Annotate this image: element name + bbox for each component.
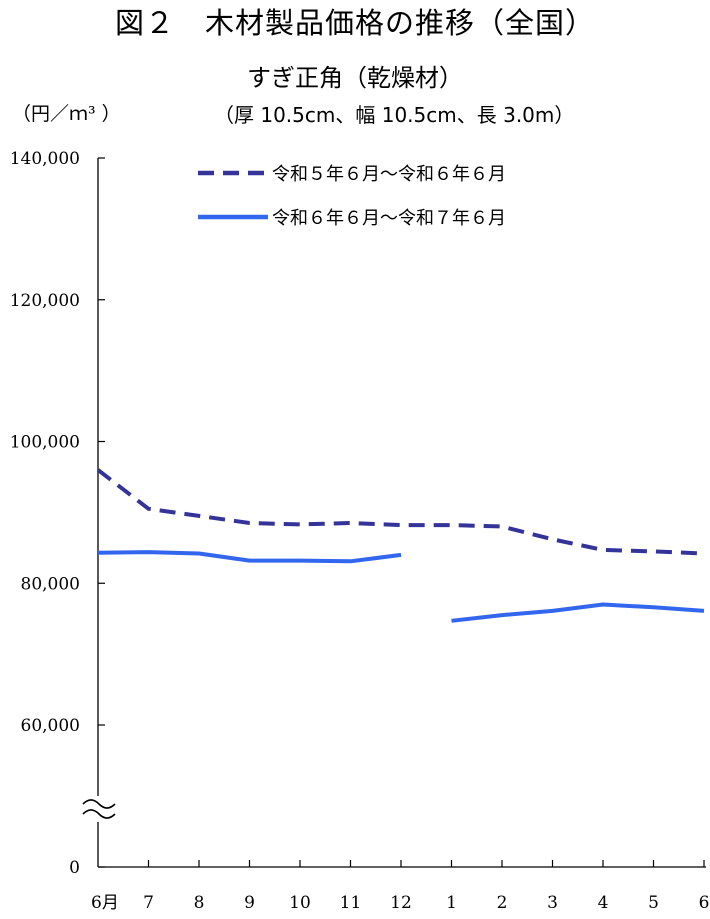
series-line-r5-r6 <box>96 468 705 556</box>
axis-break-mark <box>82 799 116 809</box>
x-tick-label: 10 <box>289 893 311 913</box>
x-tick-label: 1 <box>446 893 457 913</box>
x-tick-label: 11 <box>340 893 362 913</box>
y-tick-label: 0 <box>69 858 80 878</box>
series-line-r6-r7 <box>97 550 402 564</box>
x-tick-label: 12 <box>390 893 412 913</box>
y-tick-label: 120,000 <box>10 291 80 311</box>
x-tick-label: 9 <box>244 893 255 913</box>
x-tick-label: 6 <box>699 893 710 913</box>
x-tick-label: 8 <box>194 893 205 913</box>
axis-break-mark <box>82 809 116 819</box>
legend-label: 令和６年６月～令和７年６月 <box>272 208 506 229</box>
product-dimensions: （厚 10.5cm、幅 10.5cm、長 3.0m） <box>214 103 575 127</box>
y-tick-label: 100,000 <box>10 433 80 453</box>
x-tick-label: 3 <box>547 893 558 913</box>
series-line-r6-r7 <box>451 602 705 623</box>
legend-label: 令和５年６月～令和６年６月 <box>272 164 506 185</box>
x-tick-label: 6月 <box>91 893 119 913</box>
y-tick-label: 80,000 <box>21 574 80 594</box>
x-tick-label: 7 <box>143 893 154 913</box>
x-tick-label: 5 <box>648 893 659 913</box>
y-tick-label: 140,000 <box>10 149 80 169</box>
x-tick-label: 2 <box>497 893 508 913</box>
chart-subtitle: すぎ正角（乾燥材） <box>247 64 463 92</box>
chart-title: 図２ 木材製品価格の推移（全国） <box>114 6 595 40</box>
y-tick-label: 60,000 <box>21 716 80 736</box>
y-axis-unit-label: （円／ｍ³ ） <box>12 103 121 125</box>
x-tick-label: 4 <box>598 893 609 913</box>
